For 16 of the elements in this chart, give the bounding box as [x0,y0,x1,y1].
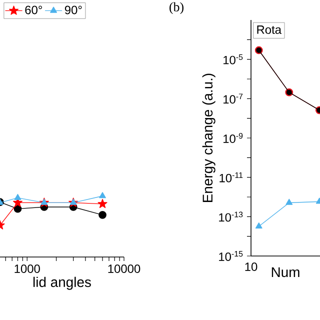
y-tick-label: 10$^{-13}$ [219,212,243,222]
legend-title: Rota [257,26,282,34]
x-axis-title: Num [272,267,300,278]
legend-label: 60° [25,6,42,14]
y-tick-label: 10$^{-7}$ [224,94,243,104]
y-tick-label: 10$^{-9}$ [224,132,243,144]
text: (b) [170,2,184,14]
y-axis-title: Energy change (a.u.) [202,74,216,202]
legend-label: 90° [64,6,82,14]
y-tick-label: 10$^{-5}$ [224,54,243,64]
x-tick-label: 1000 [14,264,40,273]
y-tick-label: 10$^{-15}$ [219,251,243,261]
x-tick-label: 10000 [108,264,140,273]
text: 10 [245,262,258,271]
y-tick-label: 10$^{-11}$ [220,172,243,182]
x-axis-title: lid angles [33,276,91,290]
